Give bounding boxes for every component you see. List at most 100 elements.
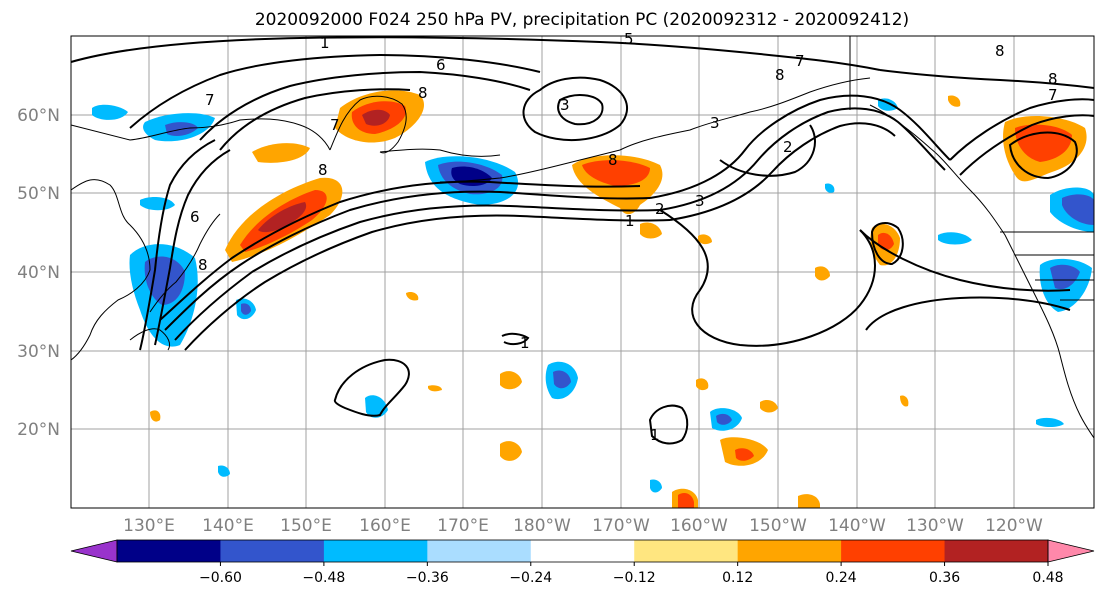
- contour-label: 2: [783, 138, 793, 156]
- precip-patch-small-9: [798, 494, 820, 508]
- colorbar-tick-label: −0.48: [302, 570, 345, 586]
- coastline-chukotka: [379, 148, 501, 157]
- colorbar-segment: [634, 540, 739, 562]
- pv-contour-3: [199, 70, 531, 141]
- lon-label: 130°W: [906, 516, 964, 536]
- pv-contour-1: [70, 36, 881, 71]
- contour-label: 1: [520, 334, 530, 352]
- lon-label: 180°W: [513, 516, 571, 536]
- contour-label: 8: [418, 84, 428, 102]
- map-frame: [70, 35, 1095, 509]
- precip-patch-small-23: [406, 291, 419, 301]
- contour-label: 6: [190, 208, 200, 226]
- contour-label: 8: [1048, 70, 1058, 88]
- coastline-kamchatka: [329, 95, 407, 154]
- colorbar-segment: [530, 540, 635, 562]
- pv-contour-23: [865, 296, 1071, 331]
- coastlines: [70, 36, 1095, 439]
- colorbar-tick-label: −0.36: [406, 570, 449, 586]
- lon-label: 150°E: [280, 516, 332, 536]
- pv-contour-12: [557, 94, 604, 126]
- precip-patch-small-4: [500, 441, 522, 461]
- lon-label: 140°E: [202, 516, 254, 536]
- pv-contour-4: [219, 88, 411, 151]
- pv-contour-20: [1008, 131, 1078, 180]
- border-states: [1015, 254, 1094, 301]
- contour-label: 3: [560, 96, 570, 114]
- contour-label: 5: [624, 30, 634, 48]
- precip-patch-135w-neg: [938, 232, 972, 245]
- colorbar-tick-label: 0.24: [826, 570, 857, 586]
- lat-label: 30°N: [17, 342, 60, 362]
- precip-patch-small-24: [428, 385, 442, 392]
- colorbar-segment: [841, 540, 946, 562]
- colorbar: −0.60 −0.48 −0.36 −0.24 −0.12 0.12 0.24 0.36 0.4…: [70, 539, 1095, 586]
- figure-title: 2020092000 F024 250 hPa PV, precipitatio…: [255, 10, 909, 30]
- pv-contour-21: [659, 209, 876, 347]
- precip-patch-small-19: [698, 234, 712, 245]
- precip-patch-nw-neg-core: [1062, 194, 1094, 225]
- precip-patch-small-13: [1036, 417, 1064, 427]
- pv-contour-16: [719, 124, 816, 177]
- precip-patch-small-6-core: [716, 413, 732, 425]
- precip-patch-kuril-max: [258, 202, 307, 233]
- colorbar-tick-label: 0.36: [929, 570, 960, 586]
- precip-patch-small-16: [150, 410, 161, 422]
- pv-contour-5: [164, 190, 651, 331]
- precip-patch-small-15: [650, 479, 662, 493]
- contour-label: 8: [318, 161, 328, 179]
- coastline-alaska: [619, 77, 871, 151]
- colorbar-extend-high: [1047, 539, 1095, 563]
- colorbar-segment: [737, 540, 842, 562]
- precip-patch-small-3: [500, 371, 522, 390]
- precip-patch-small-5-core: [735, 448, 754, 461]
- pv-contour-27: [501, 332, 530, 346]
- pv-contour-26: [648, 404, 689, 445]
- lon-label: 160°W: [670, 516, 728, 536]
- pv-contour-14: [659, 107, 946, 211]
- pv-contour-8: [184, 214, 671, 351]
- precip-patch-small-10: [640, 222, 662, 239]
- precip-patch-small-11: [815, 266, 830, 281]
- precip-patch-small-20: [696, 378, 709, 391]
- contour-label: 2: [655, 200, 665, 218]
- contour-label: 7: [795, 52, 805, 70]
- colorbar-segment: [944, 540, 1049, 562]
- precip-patch-small-8-core: [678, 493, 694, 508]
- pv-contour-10: [154, 149, 231, 346]
- pv-contour-7: [159, 180, 641, 321]
- longitude-labels: 130°E 140°E 150°E 160°E 170°E 180°W 170°…: [123, 516, 1043, 536]
- precip-patch-california-neg-core: [1050, 264, 1080, 290]
- lat-label: 50°N: [17, 184, 60, 204]
- contour-label: 1: [320, 34, 330, 52]
- contour-label: 7: [205, 91, 215, 109]
- colorbar-segment: [427, 540, 532, 562]
- contour-label: 8: [198, 256, 208, 274]
- colorbar-segment: [117, 540, 221, 562]
- precip-patch-okhotsk: [252, 143, 310, 163]
- coastline-japan: [149, 213, 221, 313]
- contour-label: 8: [608, 151, 618, 169]
- pv-contour-9: [139, 139, 216, 351]
- contour-label: 8: [775, 66, 785, 84]
- pv-contour-24: [870, 222, 904, 266]
- colorbar-tick-label: −0.24: [509, 570, 552, 586]
- precip-patch-small-1-core: [241, 303, 251, 315]
- colorbar-tick-label: −0.60: [199, 570, 242, 586]
- pv-contour-25: [333, 358, 410, 417]
- precip-patch-small-18: [900, 395, 909, 407]
- colorbar-segment: [220, 540, 325, 562]
- contour-labels: 1 5 6 7 8 3 7 8 8 8 7 7 8 3 2 3 2 6 8 1 …: [190, 30, 1058, 444]
- lon-label: 130°E: [123, 516, 175, 536]
- pv-contour-18: [949, 98, 1095, 161]
- precip-patch-small-21: [825, 183, 835, 193]
- pv-contours: [70, 36, 1095, 445]
- contour-label: 1: [650, 426, 660, 444]
- coastline-asia: [70, 179, 151, 361]
- precip-patch-160w-core: [582, 160, 650, 186]
- lat-label: 60°N: [17, 106, 60, 126]
- coastline-gulf-alaska: [869, 104, 1095, 439]
- latitude-labels: 60°N 50°N 40°N 30°N 20°N: [17, 106, 60, 440]
- map-panel: 1 5 6 7 8 3 7 8 8 8 7 7 8 3 2 3 2 6 8 1 …: [70, 30, 1095, 509]
- lon-label: 140°W: [828, 516, 886, 536]
